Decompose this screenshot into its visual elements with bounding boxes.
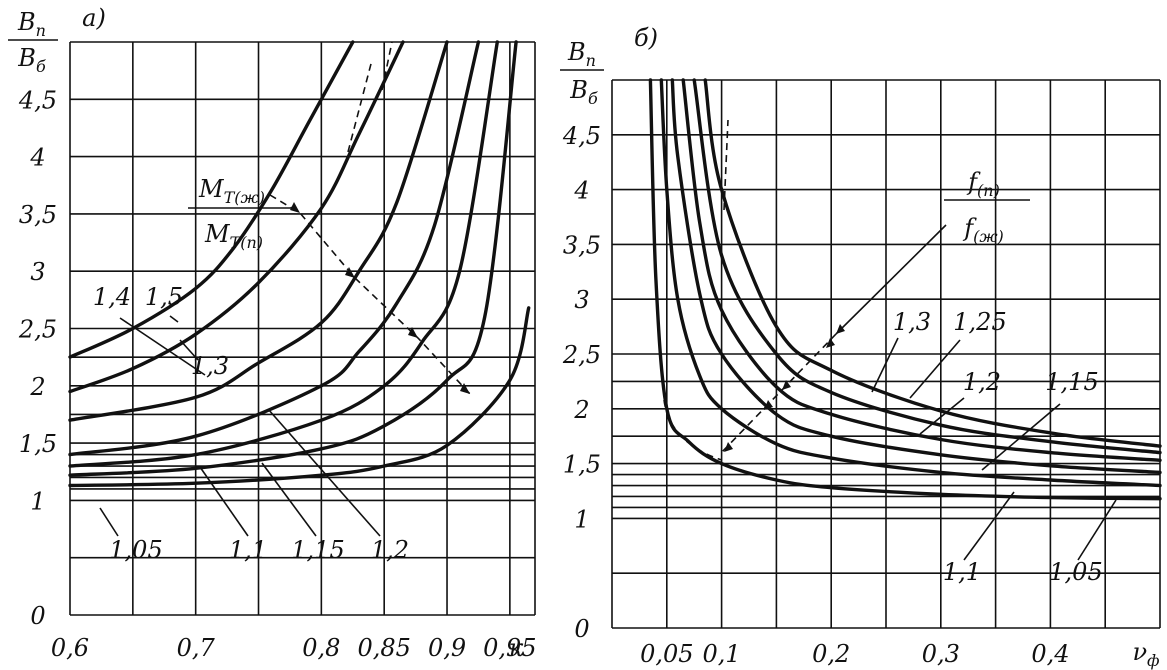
b-legend-num: f(п) — [966, 168, 1000, 200]
b-curve-label: 1,1 — [943, 558, 981, 586]
b-curve-series — [681, 78, 1162, 462]
a-curve-series — [68, 40, 481, 457]
b-curve-label: 1,2 — [963, 368, 1001, 396]
a-arrowhead — [345, 267, 355, 278]
a-y-tick-label: 0 — [30, 602, 45, 630]
b-x-tick-label: 0,4 — [1031, 640, 1069, 668]
b-x-axis-label: νф — [1132, 638, 1159, 670]
a-y-axis-label-num: Bп — [17, 8, 46, 40]
a-curve-label: 1,5 — [145, 283, 183, 311]
a-curve-leader — [179, 339, 199, 361]
a-curve-series — [68, 306, 531, 488]
b-panel-label: б) — [634, 24, 658, 52]
chart-b: 0,05 0,1 0,2 0,3 0,4 νф 0 1 1,5 2 2,5 3 3,5 4 4,5 Bп Bб б… — [560, 24, 1162, 670]
b-legend-den: f(ж) — [962, 214, 1004, 246]
a-curve-leader — [119, 317, 206, 376]
b-curve-label: 1,15 — [1045, 368, 1098, 396]
a-dashed-extension — [347, 59, 373, 153]
b-trajectory-arrow — [721, 333, 837, 453]
b-y-tick-label: 4,5 — [562, 122, 601, 150]
a-y-tick-label: 2,5 — [18, 316, 57, 344]
a-y-tick-label: 1,5 — [19, 430, 57, 458]
a-x-tick-label: 0,7 — [177, 634, 216, 662]
b-dashed-extension — [663, 399, 723, 461]
b-y-tick-label: 2,5 — [562, 341, 601, 369]
a-y-tick-label: 4 — [29, 144, 45, 172]
b-curve-leader — [909, 339, 961, 399]
a-curve-label: 1,4 — [93, 283, 131, 311]
a-curve-leader — [99, 507, 119, 537]
b-curve-series — [703, 78, 1162, 448]
b-curve-series — [692, 78, 1162, 455]
b-y-tick-label: 2 — [573, 396, 589, 424]
b-curve-leader — [981, 403, 1061, 471]
b-y-tick-label: 4 — [573, 177, 589, 205]
b-x-tick-label: 0,2 — [812, 640, 850, 668]
b-y-axis-label-den: Bб — [569, 76, 598, 108]
a-curve-series — [68, 40, 449, 422]
a-trajectory-arrow — [269, 194, 471, 395]
a-arrowhead — [408, 327, 418, 338]
a-y-tick-label: 4,5 — [18, 86, 57, 114]
a-curve-label: 1,1 — [229, 536, 267, 564]
b-x-tick-label: 0,05 — [640, 640, 693, 668]
a-curve-series — [68, 40, 499, 468]
a-annotation-num: МТ(ж) — [198, 175, 265, 207]
b-arrowhead — [782, 380, 791, 390]
b-curve-leader — [963, 491, 1015, 561]
b-curve-leader — [1077, 499, 1117, 561]
a-y-tick-label: 3 — [30, 258, 45, 286]
a-x-axis-label: к — [509, 634, 524, 662]
a-curve-leader — [169, 315, 179, 323]
a-dashed-extension — [381, 41, 393, 91]
a-curve-leader — [261, 462, 317, 537]
a-curve-series — [68, 40, 518, 477]
a-x-tick-label: 0,85 — [357, 634, 410, 662]
b-y-axis-label-num: Bп — [567, 38, 596, 70]
b-arrowhead — [836, 324, 845, 334]
b-curve-label: 1,3 — [893, 308, 931, 336]
a-y-tick-label: 3,5 — [19, 201, 57, 229]
b-y-tick-label: 1,5 — [563, 451, 601, 479]
b-curve-series — [648, 78, 1162, 501]
a-curve-leader — [199, 466, 249, 537]
b-curve-label: 1,25 — [953, 308, 1006, 336]
b-curve-series — [670, 78, 1162, 475]
b-dashed-extension — [723, 119, 729, 211]
b-y-tick-label: 0 — [574, 615, 589, 643]
chart-a: 0,6 0,7 0,8 0,85 0,9 0,95к 0 1 1,5 2 2,5 3 3,5 4 4,5 Bп… — [8, 4, 537, 662]
b-x-tick-label: 0,3 — [922, 640, 960, 668]
b-arrowhead — [764, 400, 773, 410]
b-curve-leader — [919, 397, 965, 435]
a-arrowhead — [290, 202, 300, 213]
a-arrowhead — [460, 383, 470, 394]
b-y-tick-label: 1 — [574, 505, 589, 533]
b-arrowhead — [826, 338, 835, 348]
a-curve-series — [68, 40, 355, 359]
a-x-tick-label: 0,6 — [51, 634, 89, 662]
b-x-tick-label: 0,1 — [703, 640, 741, 668]
a-curve-label: 1,3 — [191, 352, 229, 380]
a-curve-series — [68, 40, 405, 394]
b-curve-series — [659, 78, 1162, 488]
b-y-tick-label: 3,5 — [563, 231, 601, 259]
a-curve-leader — [267, 408, 381, 537]
a-y-axis-label-den: Bб — [17, 44, 46, 76]
b-y-tick-label: 3 — [574, 286, 589, 314]
b-curve-leader — [871, 337, 899, 393]
b-legend-pointer — [835, 224, 947, 335]
a-x-tick-label: 0,9 — [428, 634, 466, 662]
a-curve-label: 1,05 — [109, 536, 162, 564]
a-x-tick-label: 0,8 — [302, 634, 340, 662]
a-y-tick-label: 1 — [30, 487, 45, 515]
a-annotation-den: МТ(п) — [204, 220, 263, 252]
a-y-tick-label: 2 — [29, 373, 45, 401]
a-x-tick-label: 0,95 — [483, 634, 536, 662]
a-curve-label: 1,15 — [291, 536, 344, 564]
b-arrowhead — [724, 442, 733, 452]
b-curve-label: 1,05 — [1049, 558, 1102, 586]
a-panel-label: а) — [82, 4, 106, 32]
a-curve-label: 1,2 — [371, 536, 409, 564]
